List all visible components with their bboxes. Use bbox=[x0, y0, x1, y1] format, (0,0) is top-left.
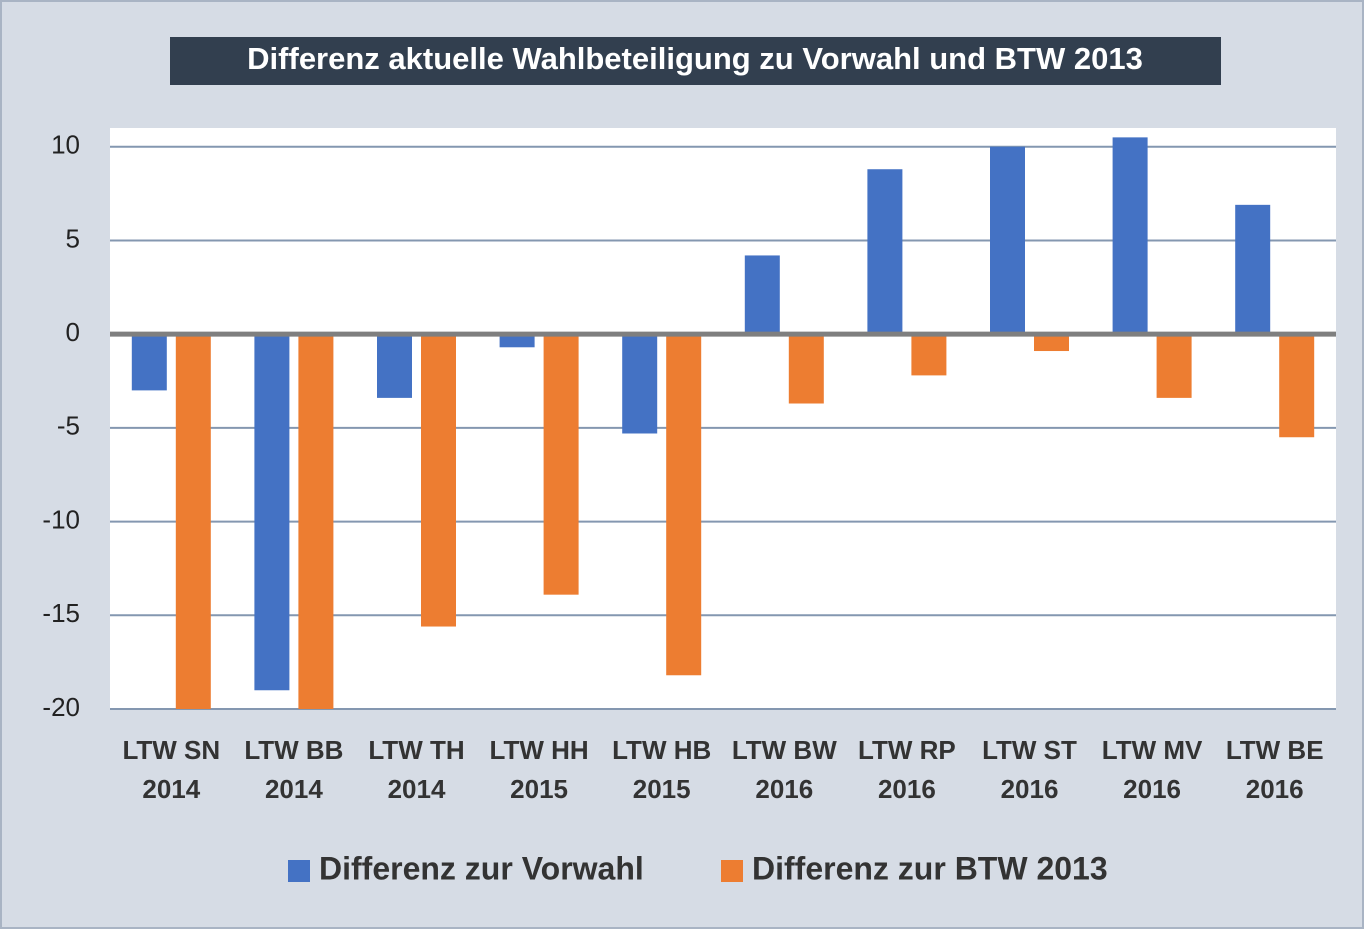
x-tick-label: LTW HH 2015 bbox=[490, 735, 589, 804]
x-tick-label-line: 2014 bbox=[388, 774, 446, 804]
bar bbox=[788, 334, 824, 404]
bar bbox=[1279, 334, 1315, 438]
y-tick-label: -20 bbox=[42, 692, 80, 722]
y-tick-label: -15 bbox=[42, 598, 80, 628]
bar bbox=[622, 334, 658, 434]
bar bbox=[131, 334, 167, 391]
bar bbox=[499, 334, 535, 348]
x-tick-label-line: 2016 bbox=[1123, 774, 1181, 804]
x-tick-label: LTW MV 2016 bbox=[1102, 735, 1203, 804]
legend-swatch bbox=[721, 860, 743, 882]
x-tick-label-line: LTW TH bbox=[368, 735, 464, 765]
chart-title: Differenz aktuelle Wahlbeteiligung zu Vo… bbox=[247, 41, 1143, 76]
bar bbox=[377, 334, 412, 398]
bar bbox=[298, 334, 334, 709]
bar bbox=[911, 334, 947, 376]
legend-swatch bbox=[288, 860, 310, 882]
x-tick-label-line: LTW BW bbox=[732, 735, 837, 765]
y-tick-label: -5 bbox=[57, 411, 80, 441]
bar bbox=[543, 334, 579, 595]
legend-label: Differenz zur BTW 2013 bbox=[752, 850, 1108, 886]
bar bbox=[867, 169, 903, 335]
x-tick-label-line: 2016 bbox=[878, 774, 936, 804]
bar bbox=[254, 334, 290, 691]
x-tick-label: LTW BB 2014 bbox=[244, 735, 343, 804]
x-tick-label-line: LTW RP bbox=[858, 735, 956, 765]
bar bbox=[666, 334, 702, 676]
x-tick-label: LTW TH 2014 bbox=[368, 735, 464, 804]
y-tick-label: -10 bbox=[42, 504, 80, 534]
plot-area bbox=[110, 128, 1336, 709]
bar bbox=[421, 334, 456, 627]
x-tick-label-line: 2014 bbox=[265, 774, 323, 804]
x-tick-label: LTW BW 2016 bbox=[732, 735, 837, 804]
x-tick-label: LTW RP 2016 bbox=[858, 735, 956, 804]
x-tick-label: LTW HB 2015 bbox=[612, 735, 711, 804]
x-tick-label-line: LTW HB bbox=[612, 735, 711, 765]
bar bbox=[990, 146, 1025, 335]
bar bbox=[744, 255, 780, 335]
x-tick-label: LTW BE 2016 bbox=[1226, 735, 1324, 804]
y-tick-label: 10 bbox=[51, 130, 80, 160]
x-tick-label-line: 2015 bbox=[633, 774, 691, 804]
x-tick-label: LTW ST 2016 bbox=[982, 735, 1077, 804]
x-tick-label-line: LTW ST bbox=[982, 735, 1077, 765]
x-tick-label-line: LTW HH bbox=[490, 735, 589, 765]
x-tick-label-line: 2016 bbox=[755, 774, 813, 804]
x-tick-label-line: LTW SN bbox=[122, 735, 220, 765]
x-tick-label-line: 2016 bbox=[1246, 774, 1304, 804]
bar bbox=[1112, 137, 1148, 335]
legend-label: Differenz zur Vorwahl bbox=[319, 850, 644, 886]
x-tick-label-line: 2014 bbox=[142, 774, 200, 804]
x-tick-label-line: 2015 bbox=[510, 774, 568, 804]
bar bbox=[1156, 334, 1192, 398]
bar bbox=[1034, 334, 1069, 352]
x-tick-label-line: LTW BE bbox=[1226, 735, 1324, 765]
bar bbox=[1235, 204, 1271, 335]
x-tick-label-line: LTW MV bbox=[1102, 735, 1203, 765]
y-tick-label: 0 bbox=[66, 317, 80, 347]
y-tick-label: 5 bbox=[66, 223, 80, 253]
title-box bbox=[170, 37, 1221, 85]
x-tick-label-line: LTW BB bbox=[244, 735, 343, 765]
x-tick-label: LTW SN 2014 bbox=[122, 735, 220, 804]
bar bbox=[175, 334, 211, 709]
x-tick-label-line: 2016 bbox=[1001, 774, 1059, 804]
